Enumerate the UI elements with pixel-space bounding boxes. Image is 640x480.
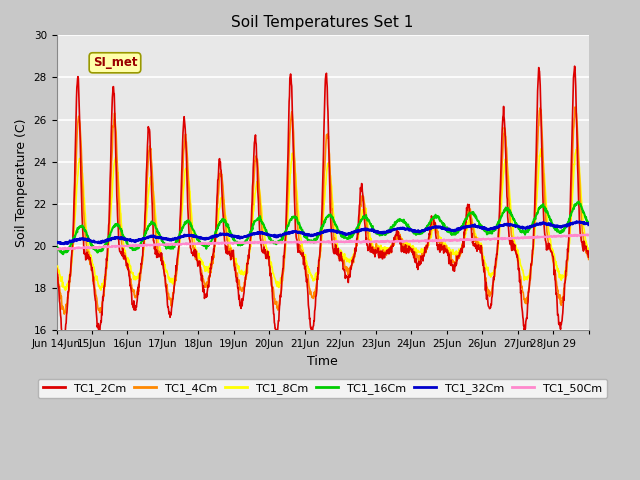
- Title: Soil Temperatures Set 1: Soil Temperatures Set 1: [232, 15, 414, 30]
- Text: SI_met: SI_met: [93, 56, 137, 69]
- X-axis label: Time: Time: [307, 355, 338, 368]
- Legend: TC1_2Cm, TC1_4Cm, TC1_8Cm, TC1_16Cm, TC1_32Cm, TC1_50Cm: TC1_2Cm, TC1_4Cm, TC1_8Cm, TC1_16Cm, TC1…: [38, 379, 607, 398]
- Y-axis label: Soil Temperature (C): Soil Temperature (C): [15, 119, 28, 247]
